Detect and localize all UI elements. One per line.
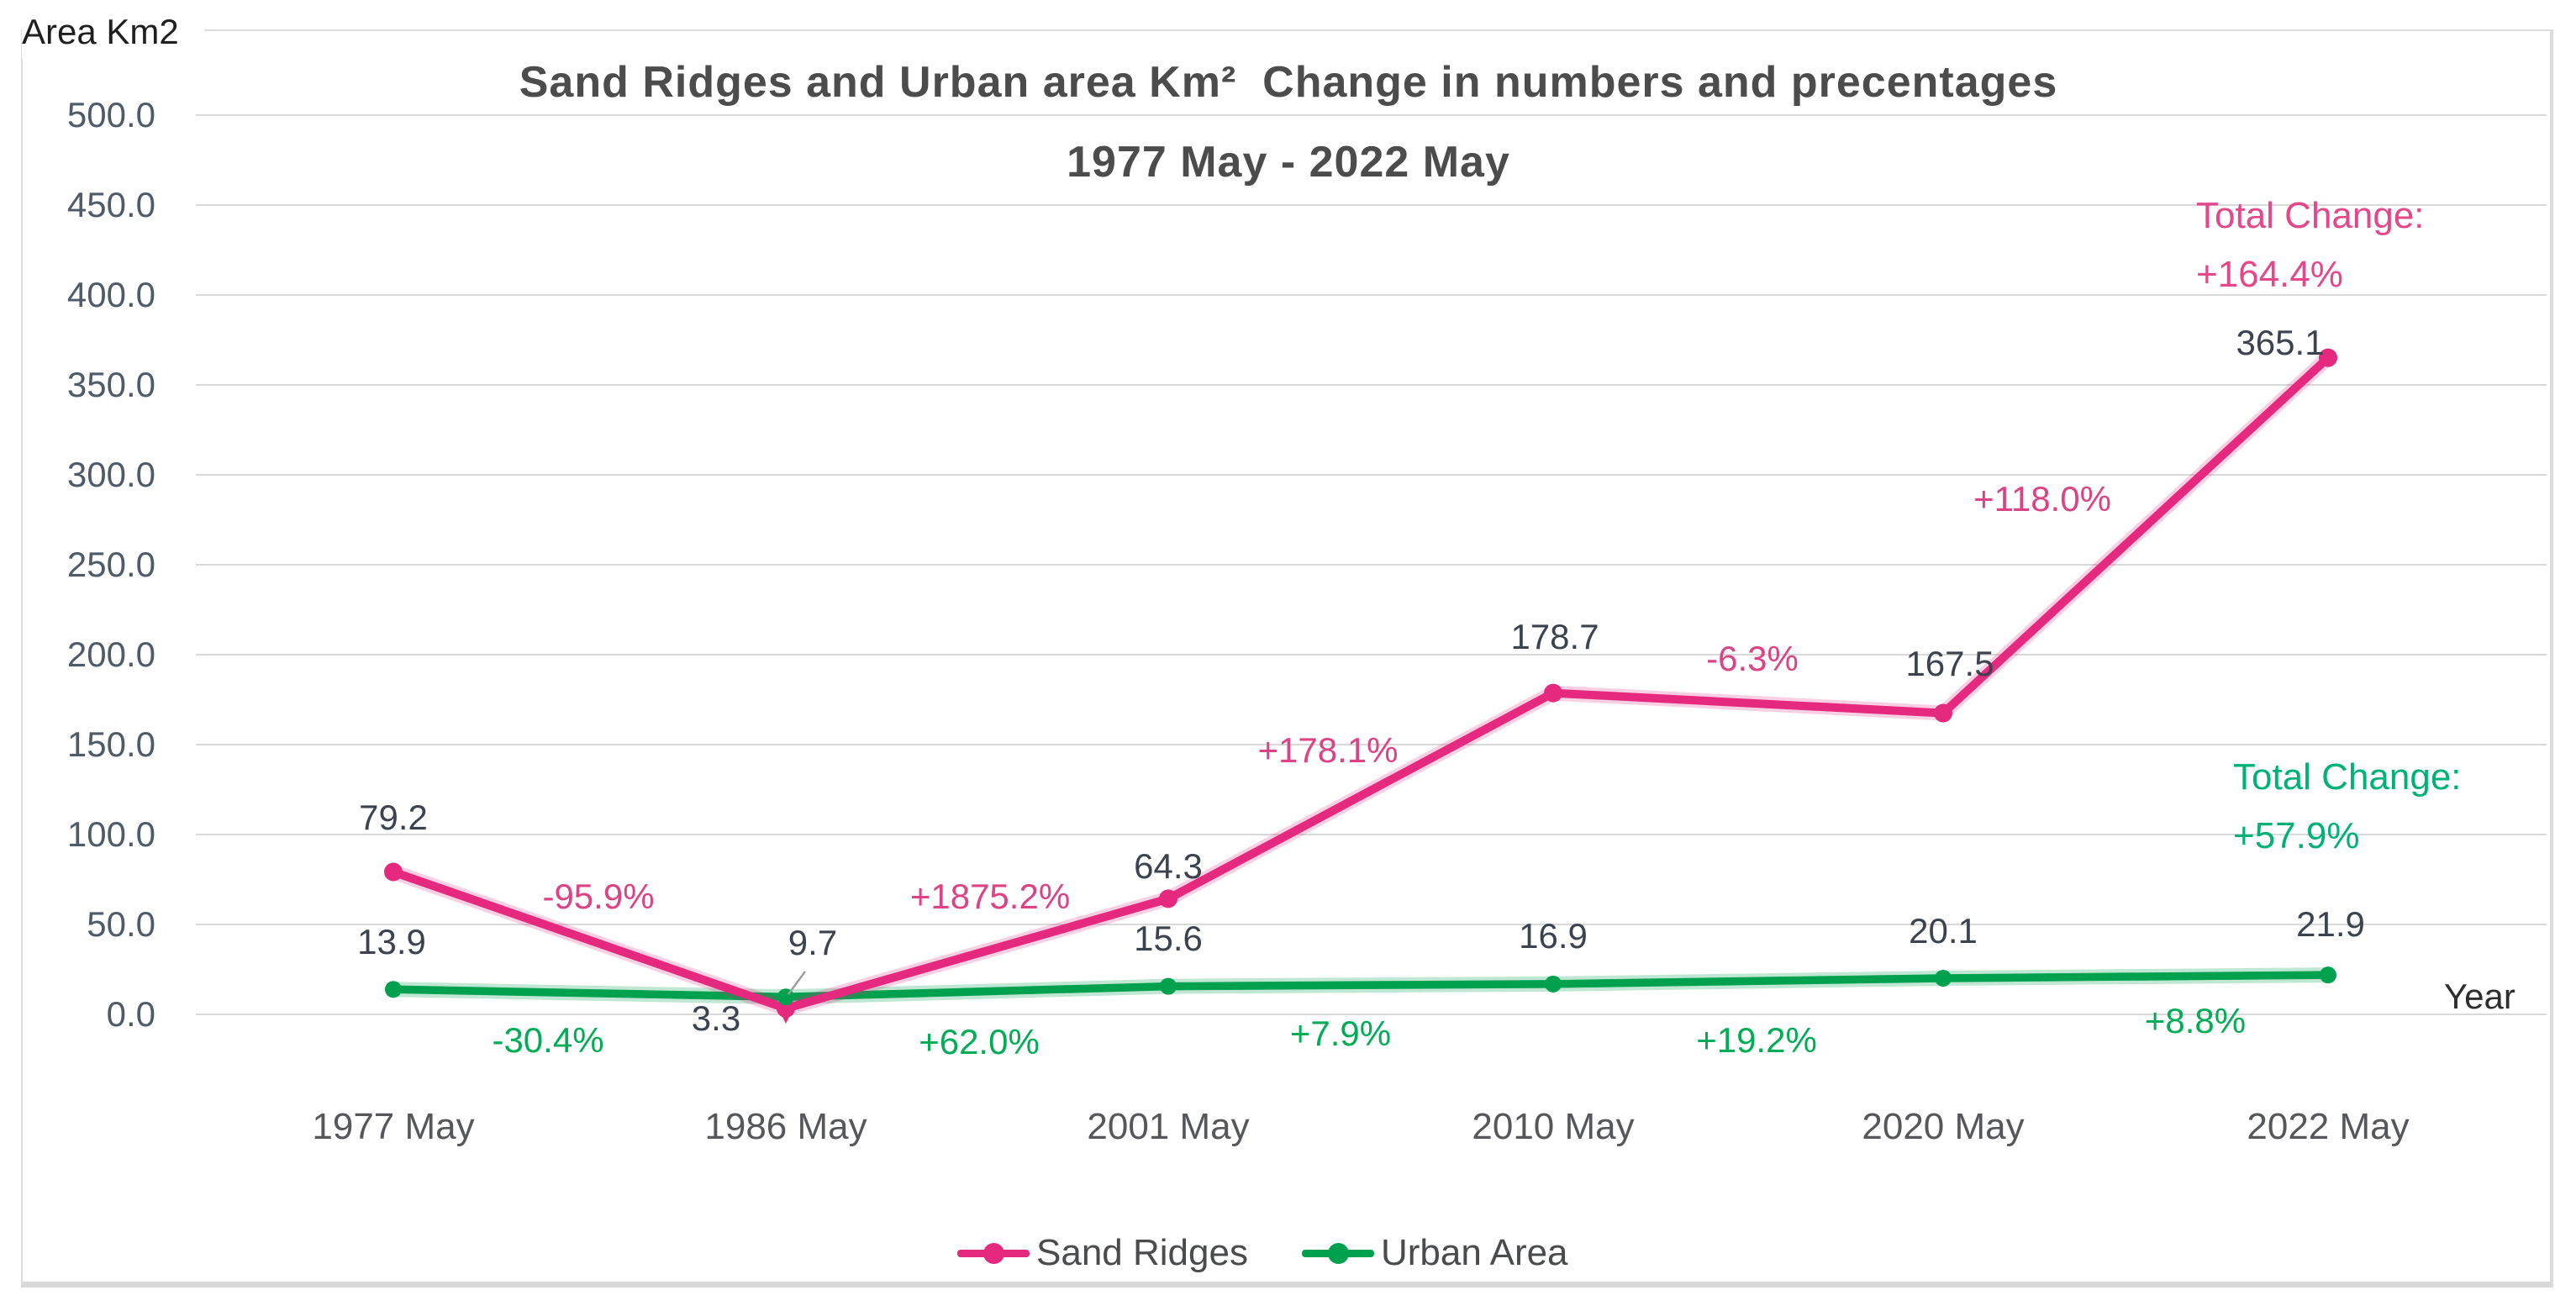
gridline — [196, 204, 2547, 206]
legend-item-urban-area: Urban Area — [1301, 1232, 1568, 1274]
legend-label-sand-ridges: Sand Ridges — [1036, 1232, 1248, 1273]
value-label-sand: 64.3 — [1134, 846, 1203, 886]
urban-area-point — [1935, 969, 1952, 987]
urban-area-total-change-caption: Total Change: — [2233, 756, 2462, 798]
value-label-urban: 20.1 — [1909, 911, 1978, 951]
legend: Sand Ridges Urban Area — [957, 1225, 1568, 1281]
x-tick-label: 2022 May — [2247, 1106, 2410, 1147]
y-tick-label: 200.0 — [66, 635, 155, 674]
urban-area-point — [385, 981, 402, 998]
sand-ridges-line — [389, 353, 2332, 1013]
x-axis-title: Year — [2444, 977, 2515, 1016]
pct-change-label-sand: -6.3% — [1706, 639, 1799, 678]
gridline — [196, 474, 2547, 476]
urban-area-point — [1160, 977, 1177, 995]
value-label-urban: 21.9 — [2296, 904, 2365, 944]
value-label-sand: 365.1 — [2236, 323, 2325, 362]
gridline — [196, 654, 2547, 656]
legend-label-urban-area: Urban Area — [1380, 1232, 1568, 1273]
pct-change-label-urban: +19.2% — [1696, 1020, 1817, 1060]
pct-change-label-urban: +62.0% — [919, 1022, 1040, 1061]
label-leader-line — [787, 971, 807, 995]
y-tick-label: 0.0 — [106, 994, 155, 1034]
x-tick-label: 2020 May — [1862, 1106, 2025, 1147]
gridline — [196, 564, 2547, 566]
urban-area-total-change: Total Change: +57.9% — [2233, 748, 2462, 866]
gridline — [196, 384, 2547, 386]
sand-ridges-point — [1159, 889, 1177, 908]
urban-area-line — [389, 971, 2332, 1001]
value-label-urban: 13.9 — [357, 922, 426, 961]
urban-area-total-change-value: +57.9% — [2233, 815, 2360, 856]
gridline — [196, 744, 2547, 745]
pct-change-label-urban: -30.4% — [492, 1020, 604, 1060]
sand-ridges-legend-dot-icon — [983, 1242, 1004, 1264]
urban-area-point — [1545, 975, 1562, 993]
sand-ridges-total-change-value: +164.4% — [2196, 254, 2343, 295]
sand-ridges-legend-marker-icon — [957, 1242, 1030, 1264]
value-label-sand: 79.2 — [359, 798, 428, 837]
urban-area-legend-marker-icon — [1301, 1242, 1374, 1264]
gridline — [196, 924, 2547, 925]
legend-item-sand-ridges: Sand Ridges — [957, 1232, 1248, 1274]
gridline — [196, 1014, 2547, 1015]
x-tick-label: 1977 May — [312, 1106, 475, 1147]
y-tick-label: 450.0 — [66, 185, 155, 224]
y-tick-label: 300.0 — [66, 455, 155, 494]
chart-border — [21, 29, 2553, 1288]
pct-change-label-sand: +178.1% — [1257, 730, 1399, 770]
y-axis-title: Area Km2 — [22, 12, 204, 59]
pct-change-label-urban: +7.9% — [1289, 1014, 1392, 1053]
sand-ridges-line-glow — [386, 350, 2336, 1016]
gridline — [196, 834, 2547, 835]
value-label-urban: 16.9 — [1519, 916, 1588, 956]
sand-ridges-total-change: Total Change: +164.4% — [2196, 187, 2425, 304]
pct-change-label-urban: +8.8% — [2144, 1001, 2247, 1040]
y-tick-label: 350.0 — [66, 365, 155, 404]
gridline — [196, 294, 2547, 296]
sand-ridges-point — [1934, 703, 1952, 723]
sand-ridges-point — [1544, 683, 1562, 703]
pct-change-label-sand: -95.9% — [542, 877, 655, 916]
y-tick-label: 250.0 — [66, 545, 155, 584]
value-label-sand: 3.3 — [691, 998, 741, 1038]
gridline — [196, 114, 2547, 116]
sand-ridges-point — [384, 862, 403, 882]
value-label-sand: 167.5 — [1905, 644, 1994, 683]
y-tick-label: 500.0 — [66, 95, 155, 134]
value-label-urban: 9.7 — [788, 923, 838, 962]
y-tick-label: 150.0 — [66, 724, 155, 764]
x-tick-label: 2010 May — [1472, 1106, 1635, 1147]
chart-subtitle: 1977 May - 2022 May — [1067, 138, 1510, 187]
pct-change-label-sand: +1875.2% — [909, 877, 1071, 916]
urban-area-point — [2320, 966, 2336, 984]
x-tick-label: 2001 May — [1087, 1106, 1250, 1147]
y-tick-label: 400.0 — [66, 275, 155, 314]
value-label-sand: 178.7 — [1510, 617, 1599, 656]
sand-ridges-point — [2319, 348, 2337, 367]
value-label-urban: 15.6 — [1134, 919, 1203, 958]
sand-ridges-total-change-caption: Total Change: — [2196, 195, 2425, 236]
y-tick-label: 100.0 — [66, 814, 155, 854]
urban-area-legend-dot-icon — [1327, 1242, 1349, 1264]
pct-change-label-sand: +118.0% — [1973, 479, 2111, 519]
y-tick-label: 50.0 — [87, 904, 155, 944]
x-tick-label: 1986 May — [704, 1106, 867, 1147]
chart-title: Sand Ridges and Urban area Km² Change in… — [519, 58, 2058, 107]
